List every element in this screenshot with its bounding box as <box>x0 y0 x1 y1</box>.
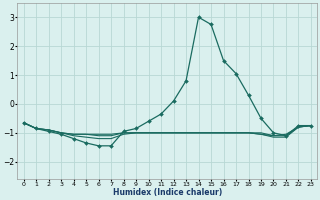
X-axis label: Humidex (Indice chaleur): Humidex (Indice chaleur) <box>113 188 222 197</box>
